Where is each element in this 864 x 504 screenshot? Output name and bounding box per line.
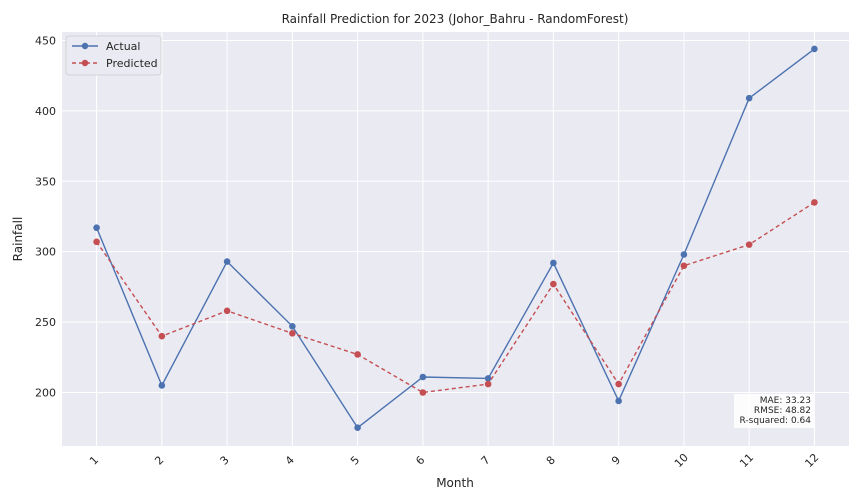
x-axis-label: Month [436, 476, 474, 490]
data-point-actual [223, 258, 231, 265]
data-point-predicted [93, 238, 100, 246]
legend-label-predicted: Predicted [106, 57, 158, 70]
data-point-predicted [680, 262, 688, 270]
data-point-actual [811, 45, 818, 53]
data-point-actual [680, 251, 688, 258]
data-point-predicted [289, 330, 296, 337]
x-tick-label: 5 [348, 453, 362, 467]
data-point-actual [745, 94, 753, 102]
y-tick-label: 300 [35, 246, 56, 259]
y-tick-label: 250 [35, 316, 56, 329]
legend-label-actual: Actual [106, 40, 140, 53]
metric-r2: R-squared: 0.64 [740, 416, 812, 426]
data-point-actual [289, 323, 296, 330]
metric-mae: MAE: 33.23 [760, 396, 811, 406]
data-point-actual [419, 373, 427, 381]
data-point-predicted [354, 351, 361, 358]
x-tick-label: 12 [802, 451, 821, 470]
x-tick-label: 8 [544, 453, 558, 467]
x-tick-label: 11 [737, 451, 756, 470]
plot-background [62, 32, 849, 446]
x-tick-label: 10 [672, 451, 691, 470]
legend-marker-actual [81, 42, 89, 50]
data-point-predicted [550, 280, 557, 288]
x-tick-label: 6 [413, 453, 427, 467]
series-layer [93, 45, 818, 431]
metrics-box: MAE: 33.23 RMSE: 48.82 R-squared: 0.64 [734, 394, 815, 428]
data-point-predicted [223, 307, 231, 315]
x-tick-label: 3 [218, 453, 232, 467]
data-point-predicted [745, 241, 753, 248]
legend: Actual Predicted [65, 35, 162, 76]
y-tick-label: 200 [35, 386, 56, 399]
series-line-predicted [96, 201, 815, 394]
chart-title: Rainfall Prediction for 2023 (Johor_Bahr… [282, 12, 629, 26]
data-point-predicted [811, 199, 818, 206]
y-axis-label: Rainfall [11, 217, 25, 262]
data-point-actual [93, 224, 100, 232]
x-tick-label: 4 [283, 453, 297, 467]
y-tick-label: 450 [35, 34, 56, 47]
x-tick-label: 2 [152, 453, 166, 467]
data-point-actual [484, 375, 492, 382]
data-point-predicted [419, 389, 427, 396]
data-point-actual [354, 424, 361, 431]
legend-marker-predicted [81, 59, 89, 67]
data-point-predicted [615, 380, 622, 388]
data-point-actual [158, 382, 166, 389]
x-tick-label: 1 [87, 453, 101, 467]
x-tick-label: 7 [479, 453, 493, 467]
data-point-predicted [158, 332, 166, 340]
data-point-actual [615, 397, 622, 405]
metrics-background [734, 394, 815, 428]
y-tick-label: 350 [35, 175, 56, 188]
y-tick-label: 400 [35, 105, 56, 118]
x-tick-label: 9 [609, 453, 623, 467]
metric-rmse: RMSE: 48.82 [754, 406, 811, 416]
grid-lines [62, 32, 849, 446]
data-point-predicted [484, 380, 492, 388]
data-point-actual [550, 259, 557, 267]
series-line-actual [95, 48, 815, 429]
